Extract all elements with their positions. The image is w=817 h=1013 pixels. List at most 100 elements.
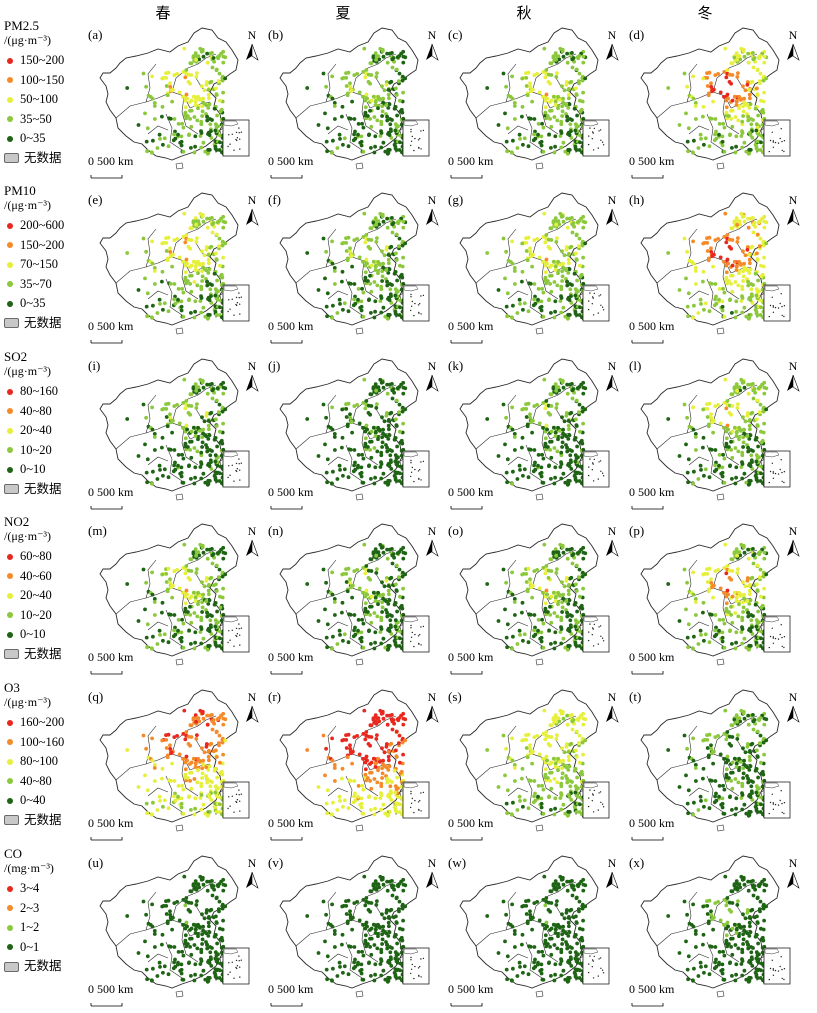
north-label: N [423, 524, 441, 539]
station-dot [145, 811, 149, 815]
station-dot [571, 231, 575, 235]
station-dot [203, 419, 207, 423]
station-dot [143, 774, 147, 778]
station-dot [561, 262, 565, 266]
nodata-swatch-icon [4, 649, 19, 659]
station-dot [389, 80, 393, 84]
station-dot [391, 66, 395, 70]
station-dot [340, 280, 344, 284]
inset-island [418, 644, 419, 645]
station-dot [394, 453, 398, 457]
station-dot [758, 244, 762, 248]
station-dot [759, 636, 763, 640]
station-dot [380, 462, 384, 466]
station-dot [678, 123, 682, 127]
station-dot [325, 305, 329, 309]
inset-island [412, 632, 413, 633]
coastal-island [748, 645, 749, 646]
station-dot [530, 254, 534, 258]
station-dot [180, 453, 184, 457]
station-dot [190, 393, 194, 397]
legend-title: PM10 [4, 183, 86, 198]
coastal-island [754, 306, 755, 307]
station-dot [521, 270, 525, 274]
station-dot [195, 615, 199, 619]
station-dot [380, 114, 384, 118]
station-dot [544, 276, 548, 280]
station-dot [751, 51, 755, 55]
station-dot [748, 131, 752, 135]
inset-island [598, 461, 599, 462]
panel-label: (k) [448, 358, 463, 374]
station-dot [177, 618, 181, 622]
station-dot [723, 457, 727, 461]
station-dot [748, 627, 752, 631]
station-dot [336, 642, 340, 646]
scale-label: 0 500 km [448, 650, 493, 665]
station-dot [160, 611, 164, 615]
station-dot [721, 122, 725, 126]
scale-bar [271, 671, 302, 674]
station-dot [741, 131, 745, 135]
legend-item: 150~200 [4, 236, 86, 256]
station-dot [553, 611, 557, 615]
station-dot [554, 58, 558, 62]
station-dot [694, 269, 698, 273]
station-dot [192, 591, 196, 595]
station-dot [208, 453, 212, 457]
station-dot [749, 122, 753, 126]
station-dot [754, 625, 758, 629]
station-dot [544, 233, 548, 237]
inset-island [411, 306, 412, 307]
station-dot [374, 599, 378, 603]
station-dot [206, 814, 210, 818]
station-dot [707, 93, 711, 97]
station-dot [687, 126, 691, 130]
station-dot [189, 808, 193, 812]
station-dot [173, 613, 177, 617]
station-dot [370, 569, 374, 573]
panel-label: (o) [448, 523, 463, 539]
station-dot [394, 418, 398, 422]
station-dot [182, 709, 186, 713]
station-dot [364, 442, 368, 446]
station-dot [760, 275, 764, 279]
station-dot [547, 464, 551, 468]
station-dot [331, 304, 335, 308]
station-dot [510, 240, 514, 244]
station-dot [170, 751, 174, 755]
station-dot [556, 106, 560, 110]
station-dot [172, 795, 176, 799]
station-dot [544, 436, 548, 440]
station-dot [387, 253, 391, 257]
inset-island [239, 470, 240, 471]
station-dot [192, 426, 196, 430]
station-dot [384, 434, 388, 438]
station-dot [745, 599, 749, 603]
station-dot [737, 437, 741, 441]
station-dot [394, 583, 398, 587]
station-dot [181, 757, 185, 761]
station-dot [199, 120, 203, 124]
scale-label: 0 500 km [448, 154, 493, 169]
station-dot [535, 72, 539, 76]
station-dot [188, 779, 192, 783]
station-dot [542, 291, 546, 295]
scale-bar [451, 506, 482, 509]
station-dot [735, 265, 739, 269]
station-dot [707, 258, 711, 262]
station-dot [352, 629, 356, 633]
station-dot [183, 76, 187, 80]
station-dot [394, 87, 398, 91]
station-dot [143, 277, 147, 281]
station-dot [750, 411, 754, 415]
station-dot [744, 584, 748, 588]
station-dot [158, 633, 162, 637]
station-dot [199, 782, 203, 786]
station-dot [218, 140, 222, 144]
station-dot [326, 622, 330, 626]
station-dot [348, 81, 352, 85]
station-dot [716, 568, 720, 572]
